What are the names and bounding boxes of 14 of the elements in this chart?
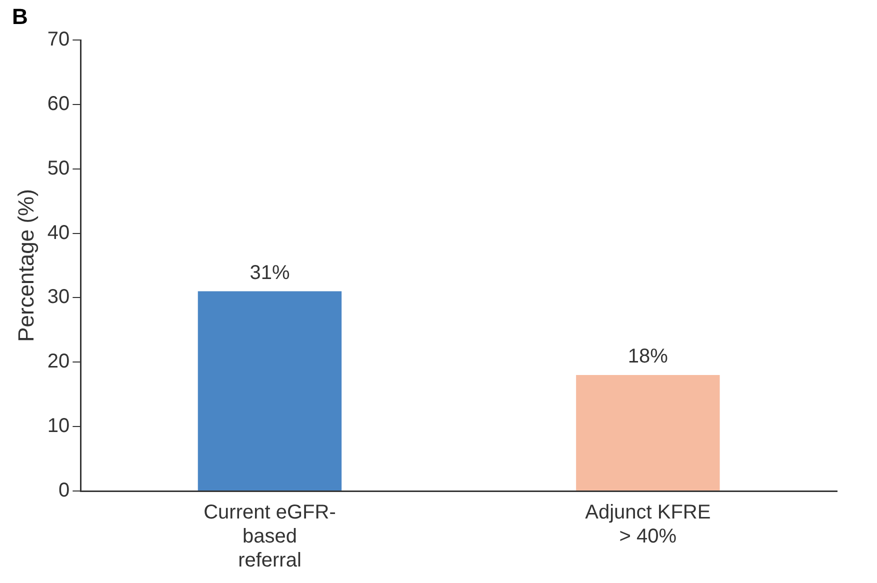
y-tick-label: 10 — [47, 415, 70, 438]
data-label: 18% — [628, 346, 668, 368]
y-tick-label: 70 — [47, 28, 70, 51]
text: B — [12, 4, 28, 30]
x-tick-label: Current eGFR-based referral — [204, 502, 336, 572]
x-tick-label: Adjunct KFRE > 40% — [585, 502, 711, 548]
y-tick-label: 20 — [47, 350, 70, 373]
y-axis-title: Percentage (%) — [13, 189, 38, 342]
y-tick-label: 50 — [47, 157, 70, 180]
y-tick-label: 60 — [47, 92, 70, 115]
y-tick-label: 0 — [58, 480, 70, 502]
y-tick-label: 40 — [47, 222, 70, 244]
y-tick-label: 30 — [47, 286, 70, 308]
data-label: 31% — [250, 262, 290, 284]
